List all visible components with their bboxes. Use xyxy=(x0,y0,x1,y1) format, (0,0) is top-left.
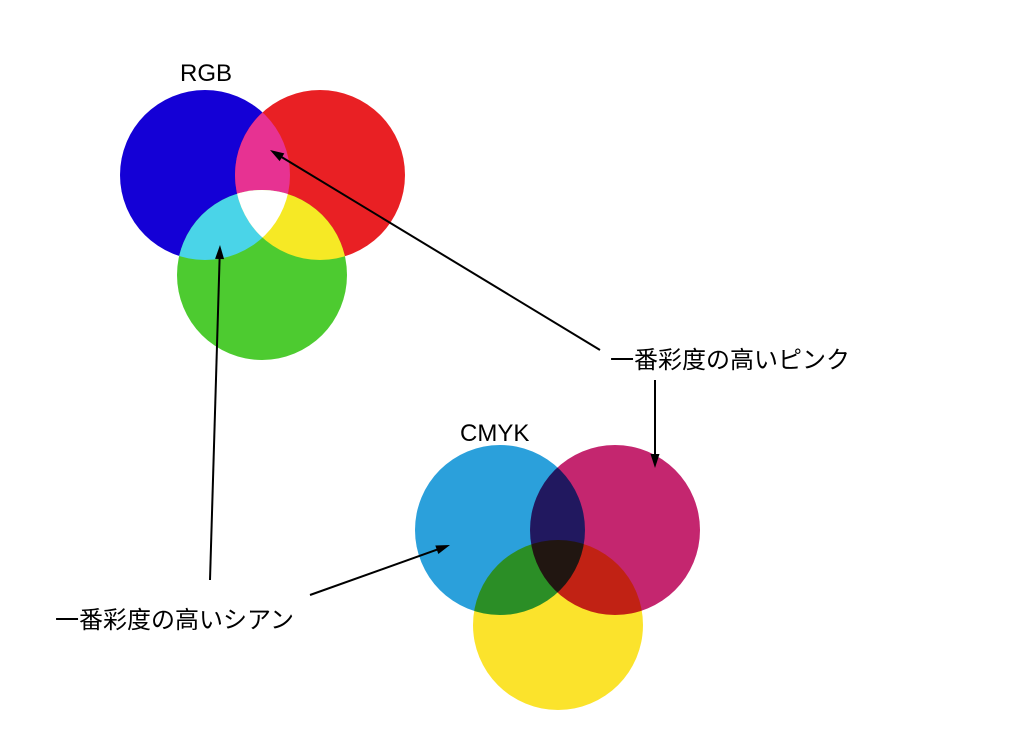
rgb-title: RGB xyxy=(180,60,232,88)
color-model-diagram: RGB CMYK 一番彩度の高いピンク 一番彩度の高いシアン xyxy=(0,0,1024,751)
annotation-pink: 一番彩度の高いピンク xyxy=(610,340,850,375)
annotation-cyan: 一番彩度の高いシアン xyxy=(55,600,294,635)
arrows-layer xyxy=(0,0,1024,751)
cmyk-title: CMYK xyxy=(460,420,529,448)
